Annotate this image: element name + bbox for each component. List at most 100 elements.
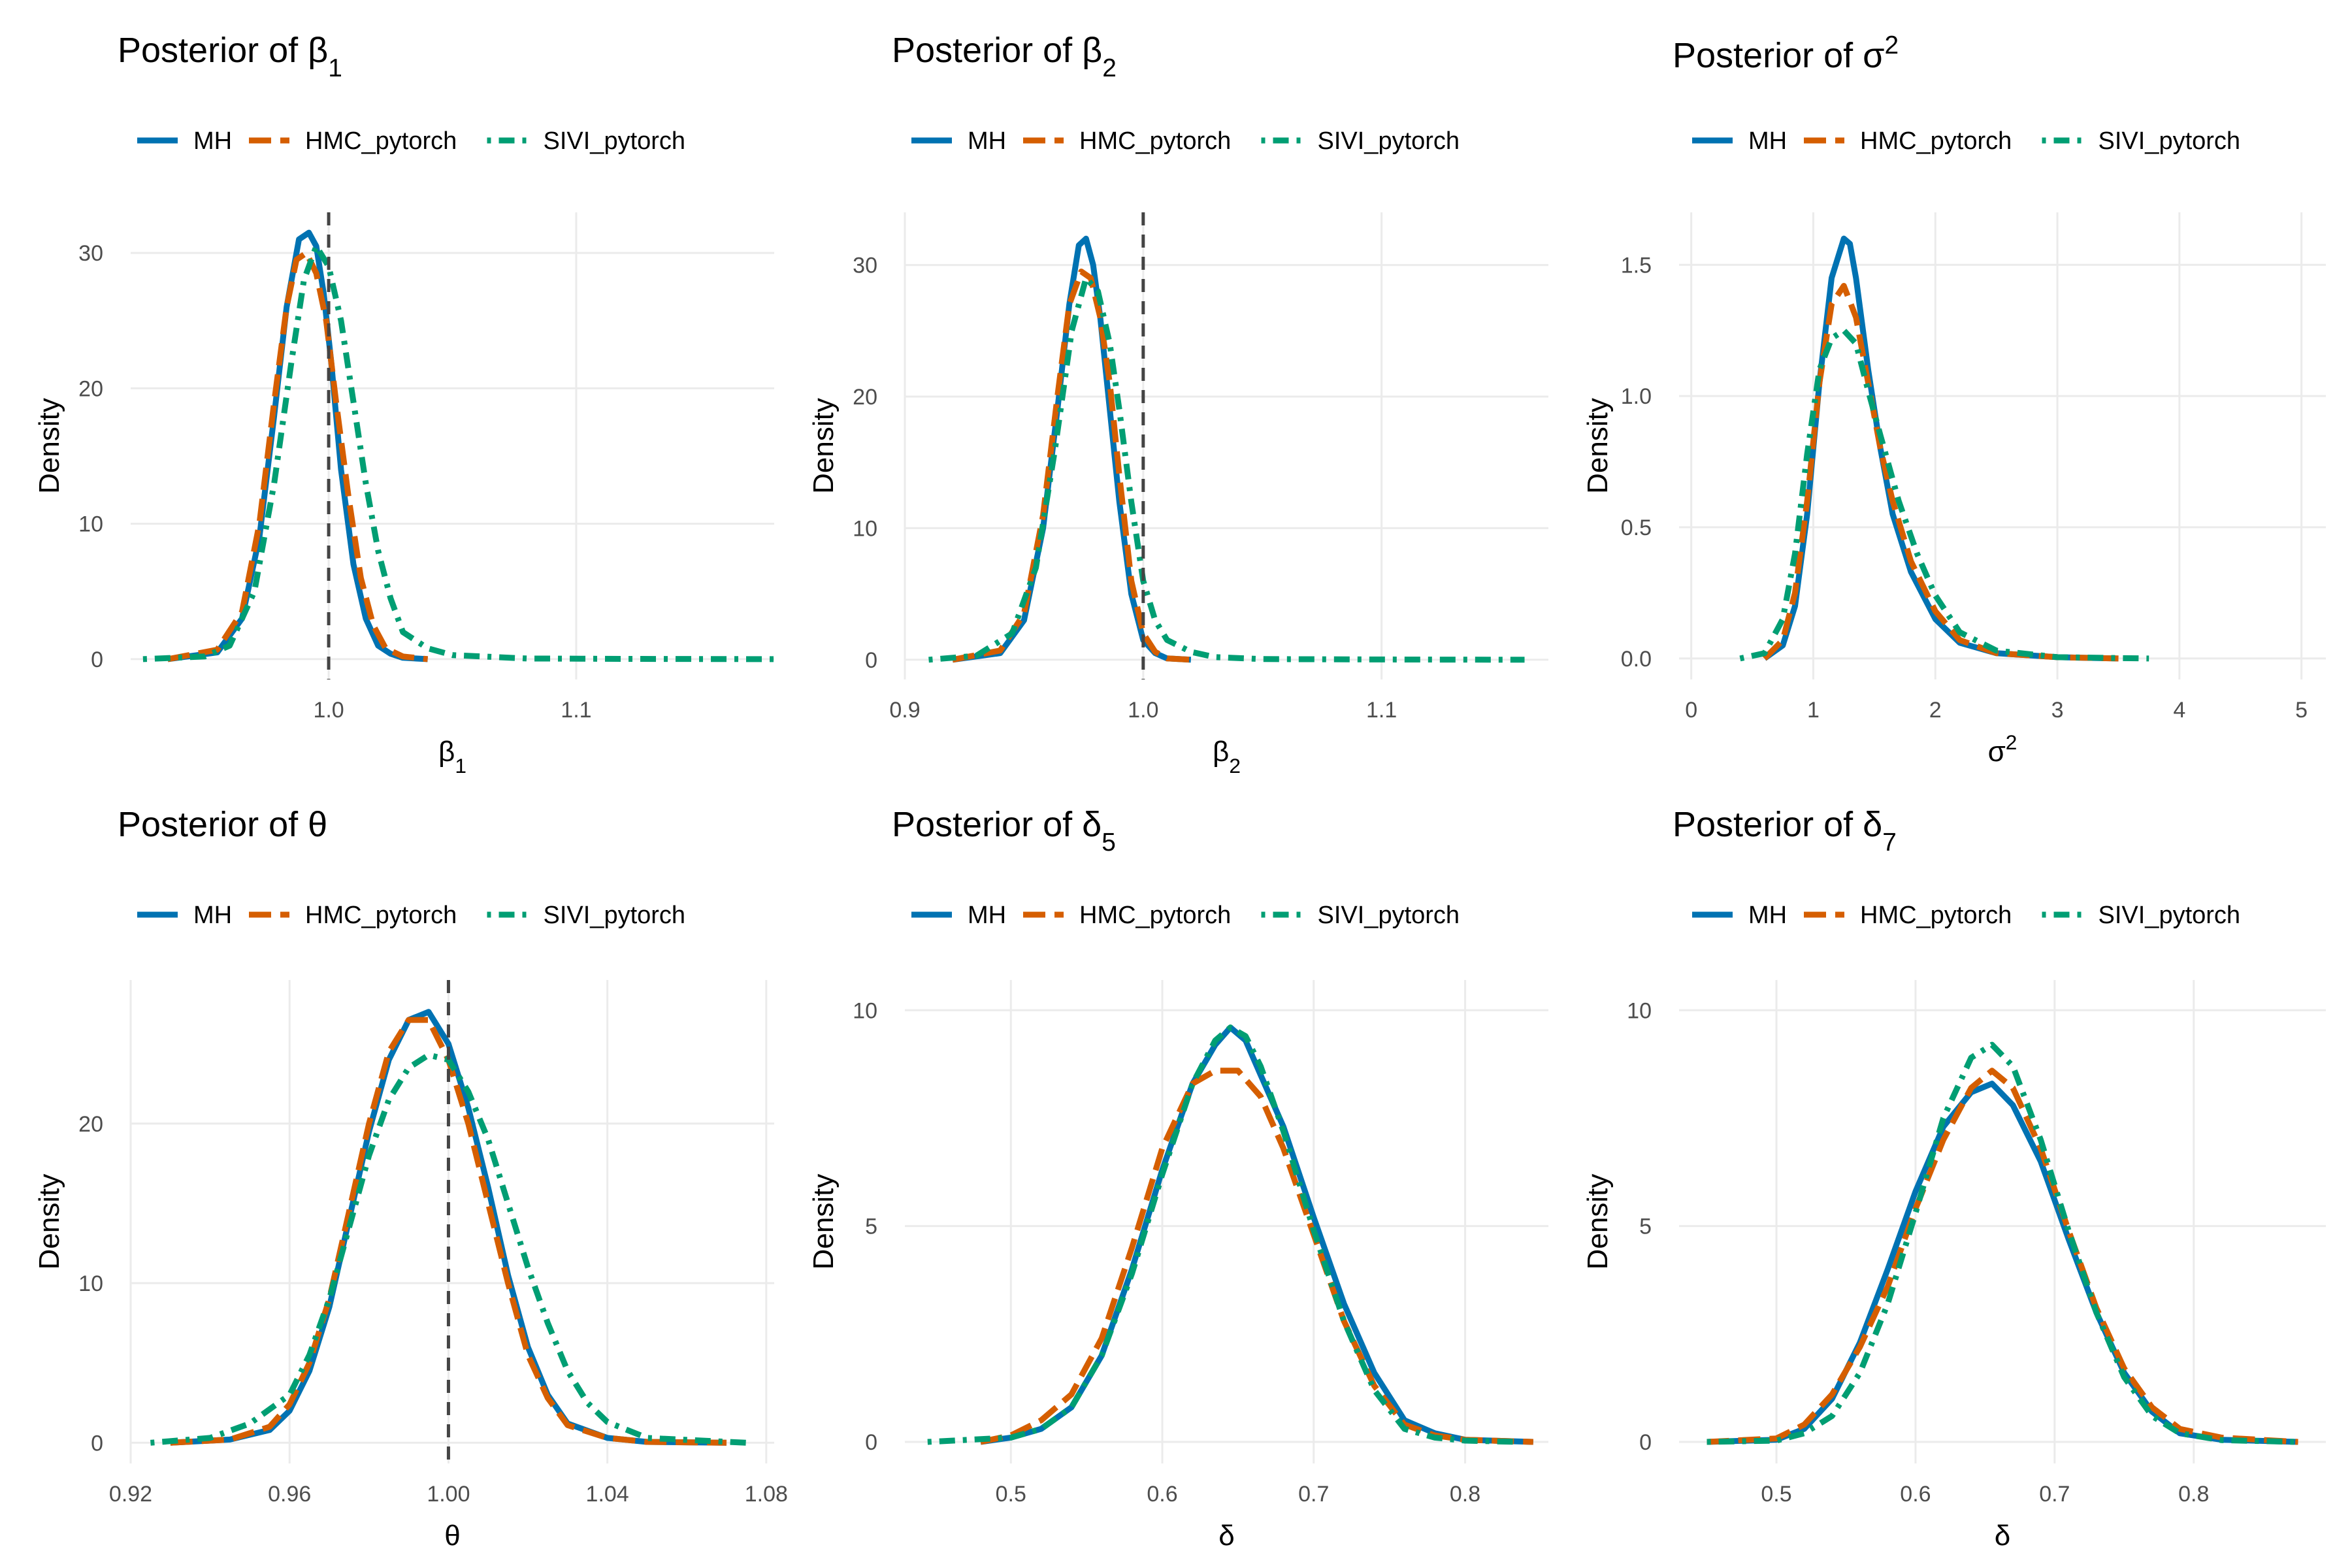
x-tick-label: 0.6	[1900, 1482, 1931, 1507]
legend-label: MH	[1748, 902, 1787, 929]
panel-title: Posterior of β2	[892, 31, 1117, 82]
panel-4: Posterior of θ MH HMC_pytorch SIVI_pytorch 0…	[33, 805, 788, 1552]
legend: MH HMC_pytorch SIVI_pytorch	[137, 902, 685, 929]
y-tick-label: 0	[91, 1431, 103, 1456]
series-line-hmc-pytorch	[170, 1017, 727, 1446]
y-tick-label: 10	[853, 516, 877, 541]
x-tick-label: 0	[1685, 698, 1697, 723]
y-axis-label: Density	[1582, 1174, 1614, 1270]
panel-3: Posterior of σ2 MH HMC_pytorch SIVI_pytorch…	[1582, 31, 2326, 768]
x-tick-label: 0.6	[1147, 1482, 1177, 1507]
x-axis-label: σ2	[1988, 730, 2017, 768]
legend: MH HMC_pytorch SIVI_pytorch	[1692, 902, 2240, 929]
series-line-mh	[167, 229, 428, 662]
legend-label: MH	[193, 127, 232, 155]
legend: MH HMC_pytorch SIVI_pytorch	[1692, 127, 2240, 155]
series-line-sivi-pytorch	[1739, 327, 2149, 662]
series-line-sivi-pytorch	[150, 1052, 747, 1446]
x-axis-label: β2	[1213, 736, 1241, 777]
legend-label: HMC_pytorch	[1079, 902, 1231, 929]
panel-title: Posterior of β1	[118, 31, 342, 82]
x-tick-label: 1.08	[745, 1482, 788, 1507]
legend: MH HMC_pytorch SIVI_pytorch	[911, 902, 1460, 929]
series-line-sivi-pytorch	[927, 1024, 1518, 1445]
x-tick-label: 0.92	[109, 1482, 152, 1507]
panel-title: Posterior of σ2	[1673, 31, 1899, 76]
y-axis-label: Density	[33, 398, 65, 494]
series-line-hmc-pytorch	[979, 1068, 1533, 1445]
y-tick-label: 10	[78, 512, 103, 537]
x-tick-label: 1.1	[1366, 698, 1397, 723]
series-line-sivi-pytorch	[928, 275, 1525, 663]
y-tick-label: 10	[853, 998, 877, 1023]
panel-1: Posterior of β1 MH HMC_pytorch SIVI_pytorch…	[33, 31, 775, 777]
legend-label: SIVI_pytorch	[1318, 127, 1460, 155]
x-tick-label: 4	[2173, 698, 2185, 723]
panel-title: Posterior of δ5	[892, 805, 1116, 857]
x-tick-label: 0.7	[1298, 1482, 1329, 1507]
legend-label: MH	[968, 127, 1006, 155]
legend-label: SIVI_pytorch	[2099, 127, 2241, 155]
legend-label: SIVI_pytorch	[2099, 902, 2241, 929]
legend: MH HMC_pytorch SIVI_pytorch	[911, 127, 1460, 155]
legend-label: HMC_pytorch	[305, 902, 457, 929]
x-tick-label: 1.00	[427, 1482, 470, 1507]
legend-label: HMC_pytorch	[1860, 902, 2012, 929]
y-tick-label: 30	[78, 241, 103, 266]
y-tick-label: 5	[865, 1215, 877, 1239]
grid	[1679, 212, 2326, 679]
legend-label: MH	[193, 902, 232, 929]
panel-6: Posterior of δ7 MH HMC_pytorch SIVI_pytorch…	[1582, 805, 2326, 1552]
series-line-hmc-pytorch	[167, 250, 429, 662]
x-tick-label: 2	[1929, 698, 1942, 723]
legend-label: MH	[968, 902, 1006, 929]
y-tick-label: 0	[91, 647, 103, 672]
x-axis-label: β1	[438, 736, 466, 777]
grid	[129, 980, 774, 1463]
legend: MH HMC_pytorch SIVI_pytorch	[137, 127, 685, 155]
legend-label: SIVI_pytorch	[1318, 902, 1460, 929]
legend-label: SIVI_pytorch	[544, 127, 686, 155]
x-tick-label: 0.7	[2039, 1482, 2070, 1507]
series-line-mh	[1707, 1081, 2298, 1445]
x-tick-label: 3	[2051, 698, 2064, 723]
x-tick-label: 0.9	[889, 698, 920, 723]
x-tick-label: 1.1	[561, 698, 591, 723]
x-tick-label: 0.8	[1450, 1482, 1480, 1507]
x-tick-label: 0.96	[268, 1482, 311, 1507]
x-tick-label: 0.5	[1761, 1482, 1791, 1507]
panel-2: Posterior of β2 MH HMC_pytorch SIVI_pytorch…	[808, 31, 1548, 777]
series-line-hmc-pytorch	[1707, 1068, 2298, 1445]
legend-label: SIVI_pytorch	[544, 902, 686, 929]
series-line-sivi-pytorch	[142, 243, 775, 662]
series-line-sivi-pytorch	[1707, 1041, 2298, 1445]
y-tick-label: 5	[1639, 1215, 1652, 1239]
y-axis-label: Density	[33, 1174, 65, 1270]
y-tick-label: 20	[78, 376, 103, 401]
y-tick-label: 0.5	[1621, 515, 1652, 540]
grid	[131, 212, 774, 679]
legend-label: MH	[1748, 127, 1787, 155]
panel-title: Posterior of δ7	[1673, 805, 1897, 857]
x-axis-label: θ	[444, 1520, 460, 1552]
y-axis-label: Density	[808, 398, 840, 494]
y-tick-label: 10	[1627, 998, 1652, 1023]
panel-title: Posterior of θ	[118, 805, 327, 844]
series-line-hmc-pytorch	[1762, 283, 2119, 662]
y-tick-label: 30	[853, 253, 877, 278]
x-tick-label: 1.0	[1128, 698, 1158, 723]
y-tick-label: 20	[78, 1112, 103, 1137]
legend-label: HMC_pytorch	[1079, 127, 1231, 155]
grid	[904, 212, 1548, 679]
x-tick-label: 0.8	[2178, 1482, 2209, 1507]
grid	[1679, 980, 2326, 1463]
x-tick-label: 5	[2295, 698, 2308, 723]
y-axis-label: Density	[808, 1174, 840, 1270]
y-tick-label: 0	[865, 1430, 877, 1455]
y-tick-label: 0.0	[1621, 647, 1652, 672]
y-tick-label: 1.0	[1621, 384, 1652, 409]
y-tick-label: 10	[78, 1271, 103, 1296]
y-tick-label: 20	[853, 385, 877, 410]
x-tick-label: 1	[1807, 698, 1820, 723]
